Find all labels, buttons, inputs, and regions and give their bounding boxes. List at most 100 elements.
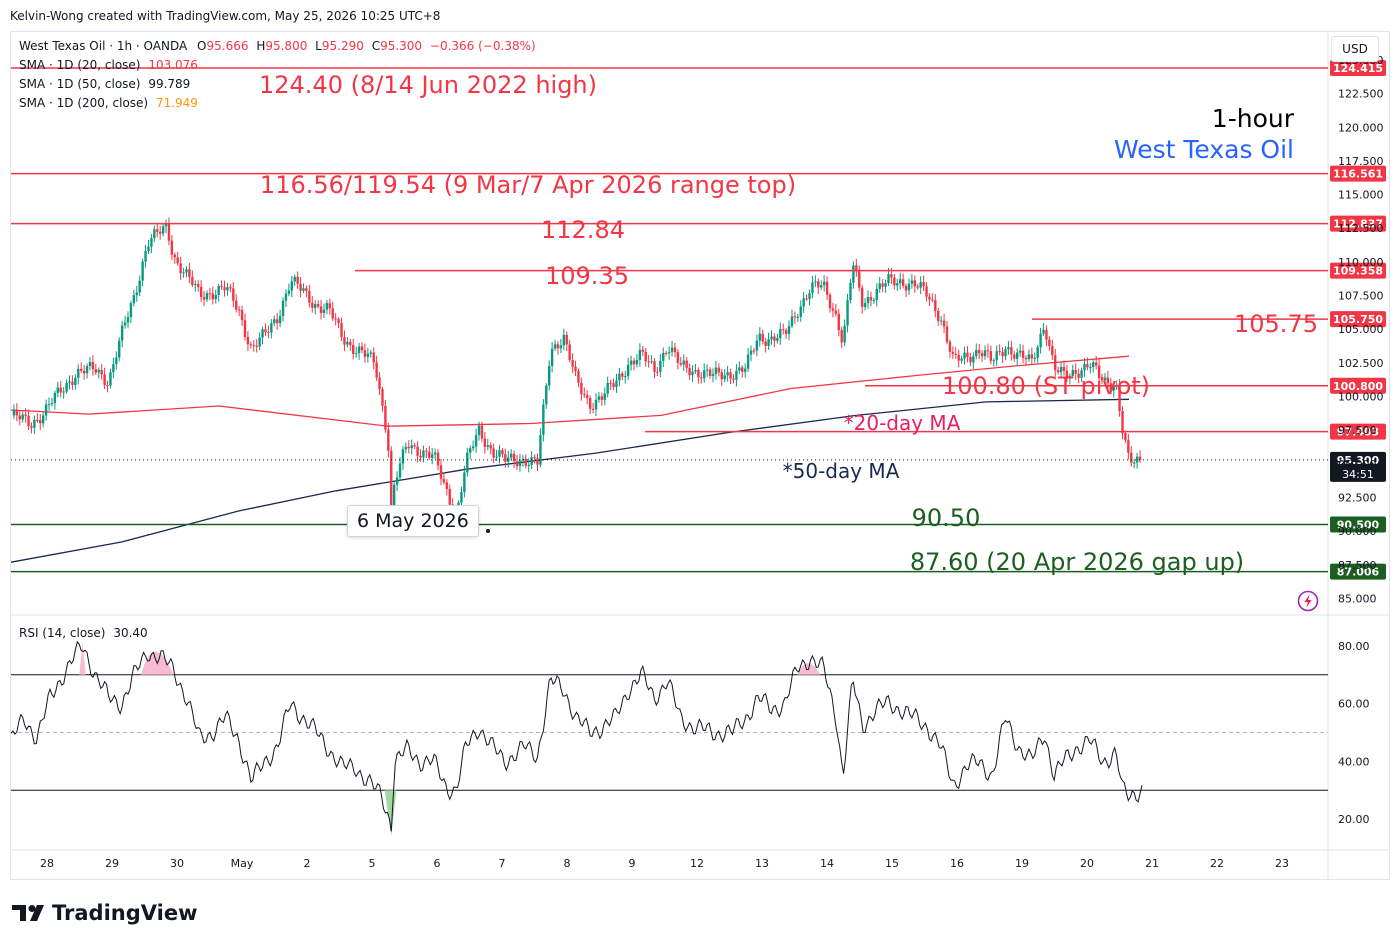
rsi-tick-label: 80.00 [1338,640,1370,653]
candle-body [682,360,685,365]
candle-body [97,369,100,373]
candle-body [302,288,305,291]
candle-body [1013,354,1016,359]
resistance-label: 124.40 (8/14 Jun 2022 high) [259,71,597,99]
candle-body [732,378,735,380]
candle-body [1077,373,1080,378]
candle-body [410,445,413,449]
sma-legend-50[interactable]: SMA · 1D (50, close) 99.789 [19,77,190,91]
candle-body [594,399,598,410]
candle-body [1086,363,1089,368]
price-tick-label: 115.000 [1338,189,1384,202]
candle-body [433,452,437,455]
ma20-annotation: *20-day MA [844,411,961,435]
candle-body [220,285,223,288]
sma-200-label: SMA · 1D (200, close) [19,96,149,110]
candle-body [480,425,484,439]
candle-body [983,350,987,357]
candle-body [378,377,381,390]
candle-body [1054,355,1057,371]
candle-body [118,340,121,358]
sma-200-value: 71.949 [155,96,198,110]
candle-body [349,341,352,345]
candle-body [50,403,54,405]
candle-body [463,472,466,493]
candle-body [591,408,595,410]
candle-body [665,352,668,354]
candle-body [319,306,323,314]
price-tick-label: 87.500 [1338,559,1377,572]
candle-body [322,309,326,314]
candle-body [583,394,586,396]
currency-button[interactable]: USD [1331,36,1379,62]
candle-body [24,414,27,416]
candle-body [232,288,235,301]
time-tick-label: May [231,857,254,870]
lightning-icon[interactable] [1297,590,1319,612]
candle-body [194,283,197,286]
ohlc-close: 95.300 [380,39,423,53]
candle-body [808,293,811,299]
ohlc-open: 95.666 [206,39,249,53]
candle-body [559,345,563,349]
sma-legend-20[interactable]: SMA · 1D (20, close) 103.076 [19,58,198,72]
candle-body [966,352,969,357]
candle-body [501,450,504,455]
candle-body [115,357,118,365]
candle-body [469,448,472,453]
candle-body [278,316,282,324]
candle-body [796,316,800,318]
resistance-label: 112.84 [541,216,625,244]
candle-body [217,285,220,295]
resistance-tag: 112.837 [1333,218,1383,231]
ohlc-close-label: C [371,39,381,53]
date-callout: 6 May 2026 [347,505,479,537]
candle-body [846,300,849,326]
candle-body [606,382,609,394]
candle-body [597,396,601,400]
candle-body [390,450,393,518]
candle-body [267,332,270,334]
candle-body [311,302,314,308]
candle-body [705,369,709,371]
candle-body [226,287,229,291]
candle-body [629,360,633,365]
candle-body [39,419,42,424]
candle-body [419,455,422,458]
candle-body [275,319,279,324]
sma-legend-200[interactable]: SMA · 1D (200, close) 71.949 [19,96,198,110]
candle-body [743,368,747,372]
candle-body [255,345,258,347]
candle-body [343,337,346,345]
candle-body [553,344,557,349]
candle-body [615,380,618,387]
rsi-legend[interactable]: RSI (14, close) 30.40 [19,626,148,640]
candle-body [837,313,840,331]
candle-body [580,382,583,395]
ma50-line [10,398,1130,563]
candle-body [1071,369,1074,376]
candle-body [1100,376,1104,381]
candle-body [214,294,217,300]
candle-body [495,456,498,458]
candle-body [366,353,370,357]
candle-body [688,367,691,376]
ohlc-change: −0.366 (−0.38%) [429,39,536,53]
candle-body [556,344,560,349]
candle-body [793,316,797,318]
candle-body [1109,383,1112,391]
candle-body [621,373,624,377]
candle-body [36,419,39,421]
candle-body [609,382,612,384]
candle-body [767,339,770,346]
rsi-label: RSI (14, close) [19,626,106,640]
candle-body [814,281,817,283]
candle-body [524,458,527,466]
candle-body [963,352,966,359]
last-price-tag: 95.300 [1337,454,1380,467]
price-tick-label: 102.500 [1338,357,1384,370]
candle-body [1133,462,1136,464]
ohlc-low: 95.290 [321,39,364,53]
ma20-line [10,355,1130,427]
